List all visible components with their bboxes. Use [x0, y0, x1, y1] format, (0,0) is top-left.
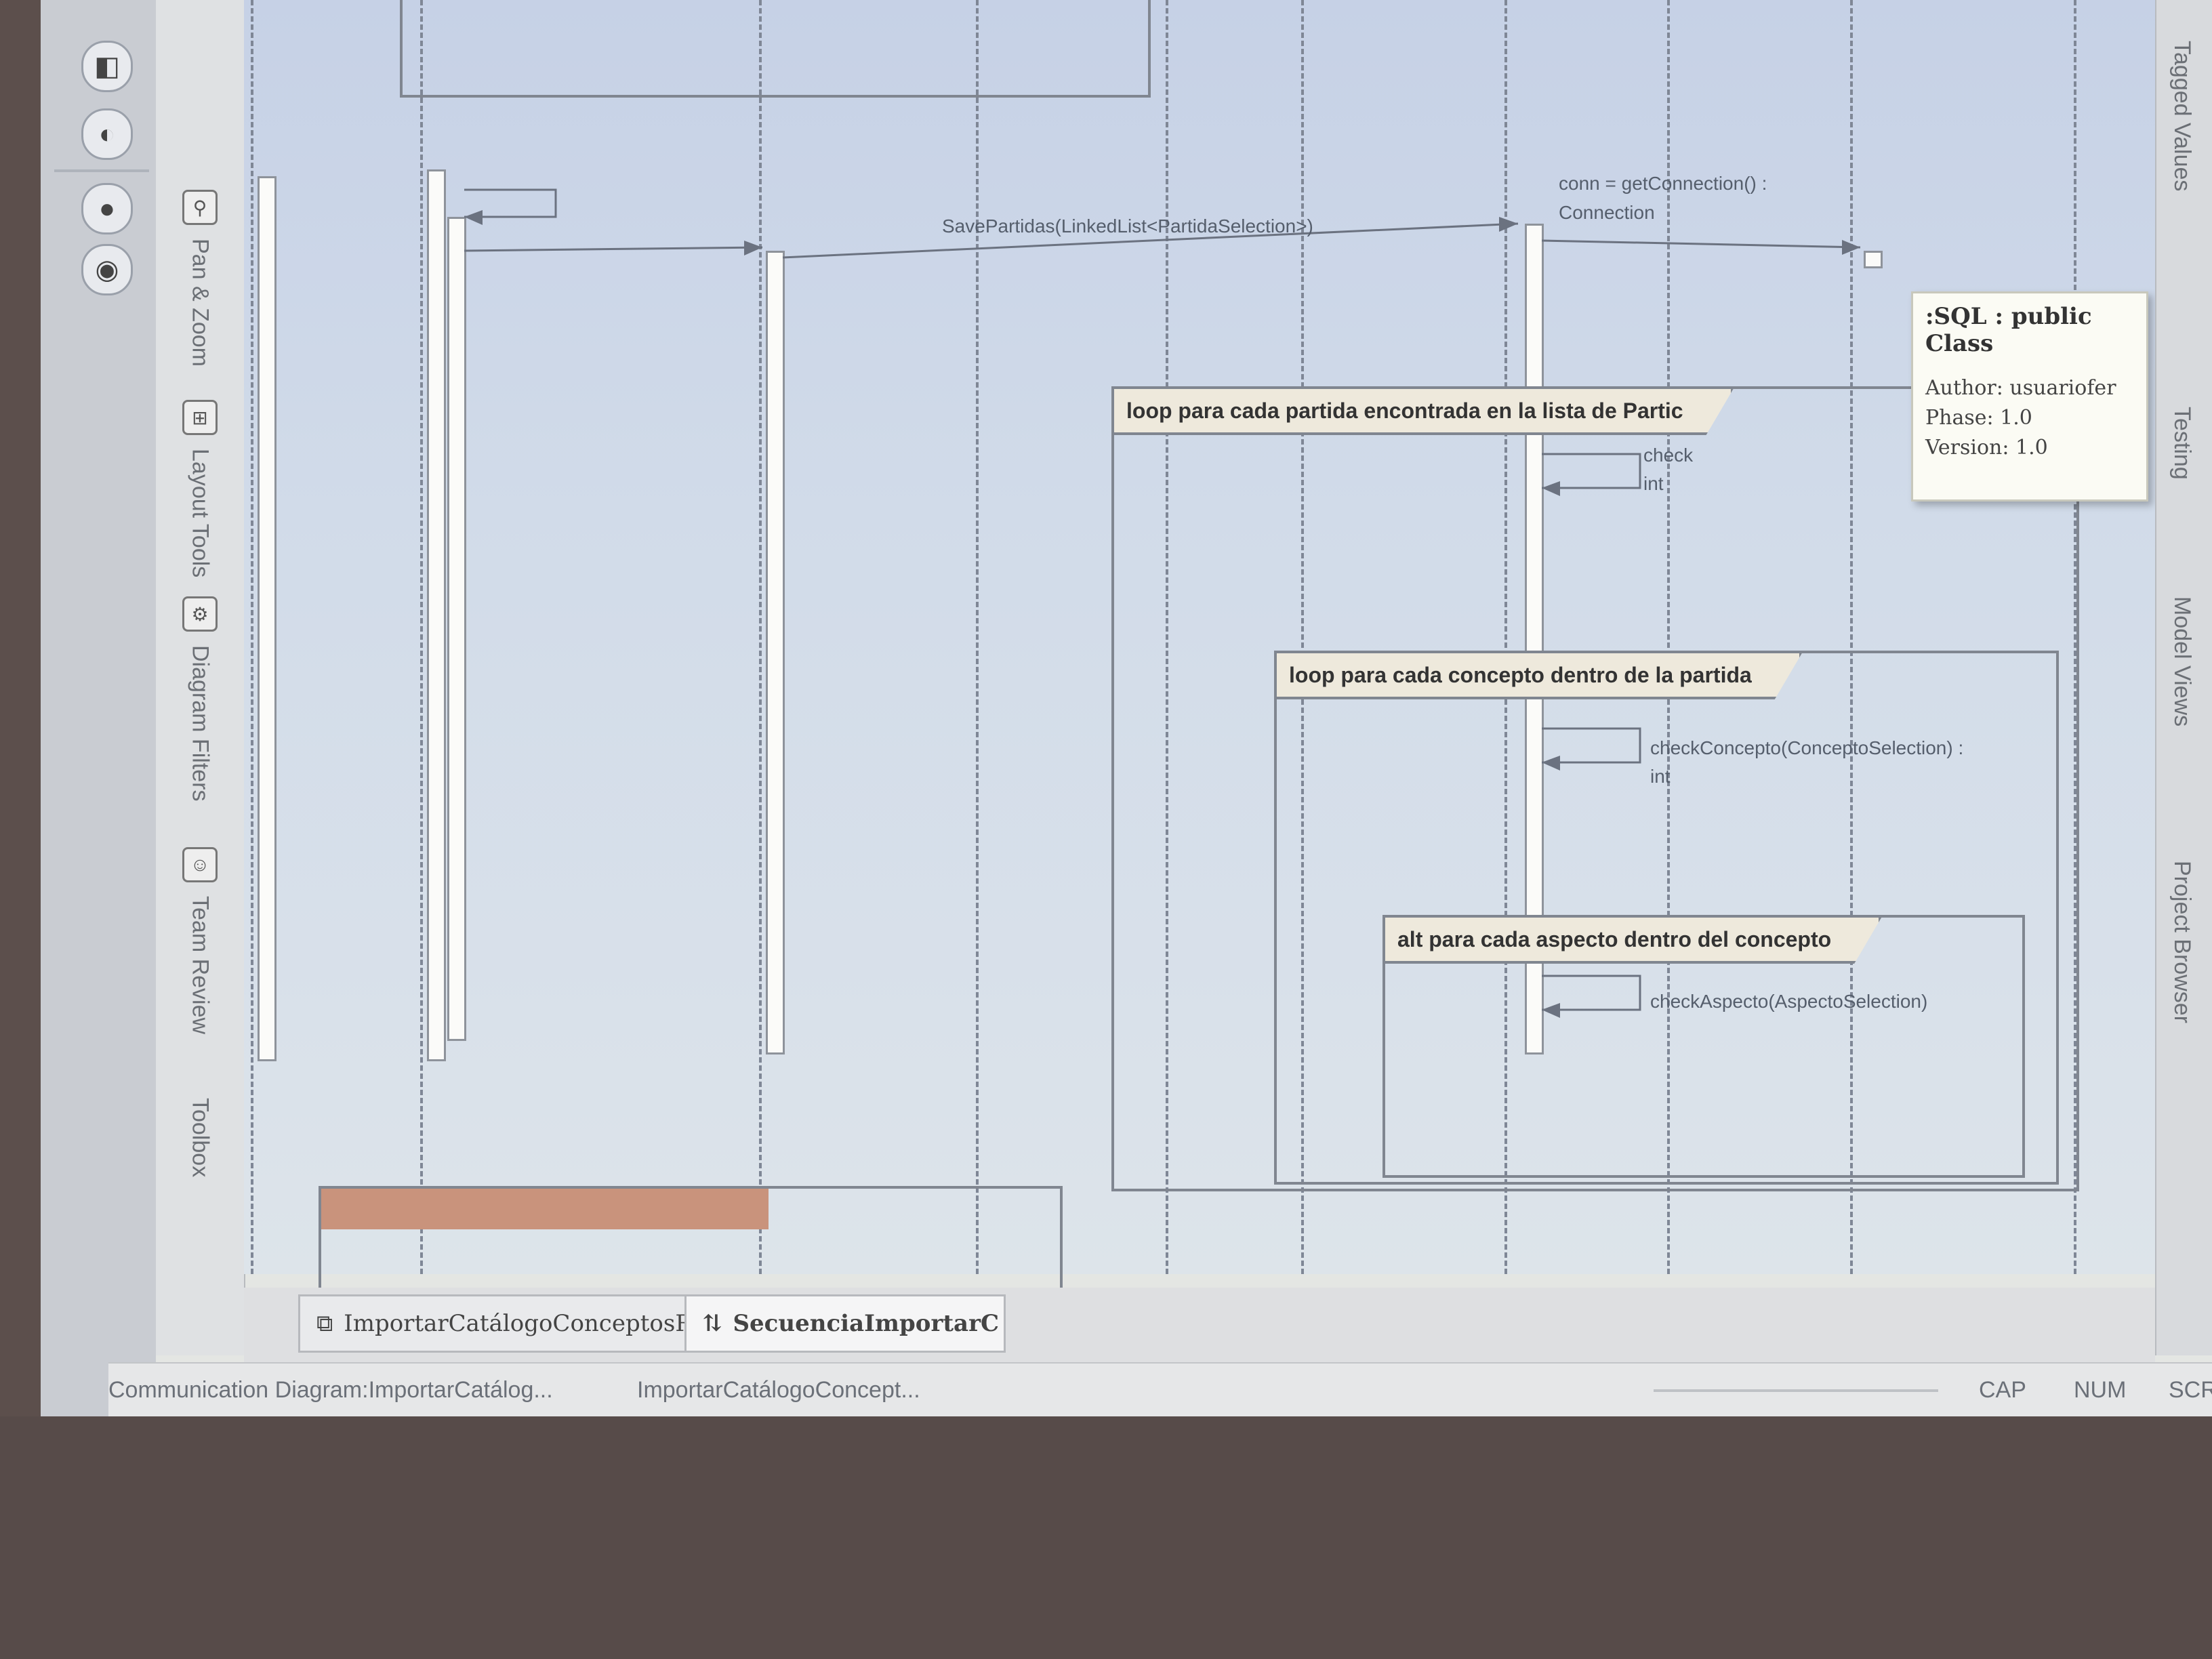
- message-check-aspecto[interactable]: checkAspecto(AspectoSelection): [1650, 991, 1928, 1012]
- dock-circle-icon[interactable]: ●: [81, 183, 133, 234]
- room-background: [0, 1416, 2212, 1659]
- loop-partidas-fragment[interactable]: loop para cada partida encontrada en la …: [1111, 386, 2079, 1191]
- message-check-concepto[interactable]: checkConcepto(ConceptoSelection) :: [1650, 737, 1964, 758]
- message-check-concepto-return[interactable]: int: [1650, 766, 1671, 787]
- layout-icon: ⊞: [182, 400, 218, 435]
- tooltip-phase: Phase: 1.0: [1925, 406, 2032, 430]
- status-diagram: Communication Diagram:ImportarCatálog...: [108, 1377, 553, 1403]
- team-icon: ☺: [182, 847, 218, 882]
- message-get-connection[interactable]: conn = getConnection() :: [1559, 173, 1767, 194]
- status-caps: CAP: [1979, 1377, 2026, 1403]
- tooltip-version: Version: 1.0: [1925, 436, 2048, 459]
- lower-fragment: [319, 1186, 1063, 1300]
- dock-globe-icon[interactable]: ◉: [81, 244, 133, 295]
- lifeline: [1166, 0, 1168, 1274]
- status-num: NUM: [2074, 1377, 2127, 1403]
- status-bar: Communication Diagram:ImportarCatálog...…: [108, 1362, 2212, 1416]
- project-browser-tab[interactable]: Project Browser: [2169, 861, 2195, 1023]
- loop-partidas-label: loop para cada partida encontrada en la …: [1114, 389, 1734, 435]
- screen: ◧ ◐ ● ◉ ⚲ Pan & Zoom ⊞ Layout Tools ⚙ Di…: [41, 0, 2212, 1416]
- layout-tools-label: Layout Tools: [187, 449, 213, 578]
- toolbox-tool[interactable]: Toolbox: [169, 1084, 230, 1177]
- dock-compass-icon[interactable]: ◐: [81, 108, 133, 160]
- zoom-slider[interactable]: [1654, 1389, 1938, 1392]
- right-strip: Tagged Values Testing Model Views Projec…: [2155, 0, 2212, 1355]
- activation-bar: [427, 169, 446, 1061]
- lifeline: [420, 0, 423, 1274]
- loop-conceptos-label: loop para cada concepto dentro de la par…: [1277, 653, 1802, 699]
- alt-aspecto-label: alt para cada aspecto dentro del concept…: [1385, 918, 1881, 964]
- zoom-icon: ⚲: [182, 190, 218, 225]
- tagged-values-tab[interactable]: Tagged Values: [2169, 41, 2195, 192]
- alt-aspecto-fragment[interactable]: alt para cada aspecto dentro del concept…: [1382, 915, 2025, 1178]
- class-tooltip: :SQL : public Class Author: usuariofer P…: [1911, 291, 2148, 501]
- diagram-filters-tool[interactable]: ⚙ Diagram Filters: [169, 596, 230, 801]
- sequence-diagram-icon: ⇅: [703, 1310, 722, 1337]
- left-dock: ◧ ◐ ● ◉: [41, 0, 156, 1416]
- toolbox-label: Toolbox: [187, 1098, 213, 1178]
- top-fragment: [400, 0, 1151, 98]
- diagram-filters-label: Diagram Filters: [187, 645, 213, 802]
- message-check-partial-return[interactable]: int: [1643, 473, 1664, 494]
- lifeline: [1850, 0, 1853, 1274]
- testing-tab[interactable]: Testing: [2169, 407, 2195, 480]
- message-check-partial[interactable]: check: [1643, 445, 1694, 466]
- pan-zoom-tool[interactable]: ⚲ Pan & Zoom: [169, 190, 230, 367]
- activation-bar: [1864, 251, 1883, 268]
- tooltip-title: :SQL : public Class: [1925, 303, 2092, 357]
- layout-tools-tool[interactable]: ⊞ Layout Tools: [169, 400, 230, 577]
- tool-strip: ⚲ Pan & Zoom ⊞ Layout Tools ⚙ Diagram Fi…: [156, 0, 245, 1355]
- activation-bar: [766, 251, 785, 1054]
- status-element: ImportarCatálogoConcept...: [637, 1377, 920, 1403]
- message-save-partidas[interactable]: SavePartidas(LinkedList<PartidaSelection…: [942, 216, 1313, 237]
- team-review-tool[interactable]: ☺ Team Review: [169, 847, 230, 1034]
- tab-communication-diagram[interactable]: ⧉ ImportarCatálogoConceptosR: [298, 1294, 693, 1353]
- dock-app-icon[interactable]: ◧: [81, 41, 133, 92]
- lifeline: [1667, 0, 1670, 1274]
- activation-bar: [447, 217, 466, 1041]
- dock-divider: [54, 169, 149, 172]
- tooltip-author: Author: usuariofer: [1925, 376, 2116, 400]
- lifeline: [251, 0, 253, 1274]
- lifeline: [2074, 0, 2076, 1274]
- lifeline: [759, 0, 762, 1274]
- loop-conceptos-fragment[interactable]: loop para cada concepto dentro de la par…: [1274, 651, 2059, 1185]
- model-views-tab[interactable]: Model Views: [2169, 596, 2195, 727]
- status-scroll: SCRL: [2169, 1377, 2212, 1403]
- team-review-label: Team Review: [187, 896, 213, 1035]
- filter-icon: ⚙: [182, 596, 218, 632]
- activation-bar: [258, 176, 276, 1061]
- lifeline: [1504, 0, 1507, 1274]
- lifeline: [976, 0, 979, 1274]
- pan-zoom-label: Pan & Zoom: [187, 239, 213, 367]
- diagram-canvas[interactable]: SavePartidas(LinkedList<PartidaSelection…: [244, 0, 2155, 1300]
- tab-sequence-diagram[interactable]: ⇅ SecuenciaImportarC: [684, 1294, 1006, 1353]
- lower-fragment-tab: [321, 1189, 769, 1229]
- communication-diagram-icon: ⧉: [316, 1310, 333, 1337]
- diagram-tab-bar: ⧉ ImportarCatálogoConceptosR ⇅ Secuencia…: [244, 1288, 2155, 1362]
- message-get-connection-return[interactable]: Connection: [1559, 202, 1655, 223]
- tab-label: SecuenciaImportarC: [733, 1310, 1000, 1337]
- message-arrows: [464, 188, 1861, 1018]
- lifeline: [1301, 0, 1304, 1274]
- tab-label: ImportarCatálogoConceptosR: [344, 1310, 693, 1337]
